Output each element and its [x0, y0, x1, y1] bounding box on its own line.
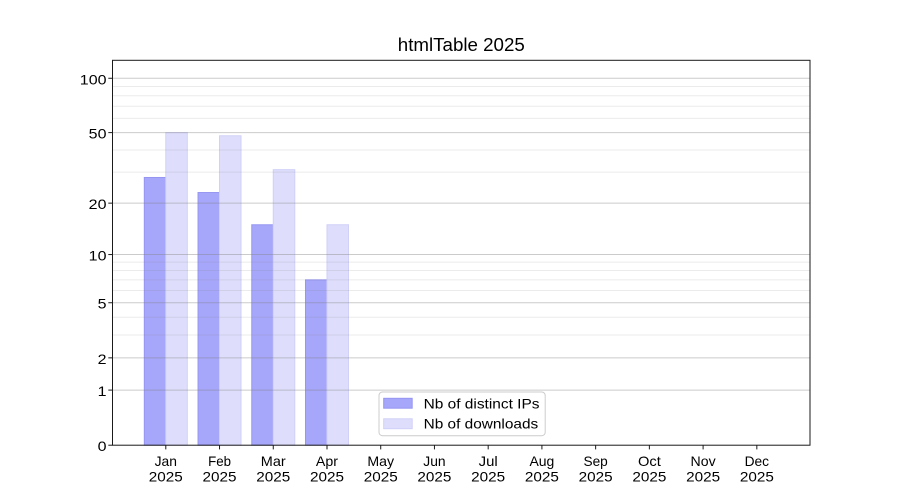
svg-text:Aug: Aug: [529, 453, 554, 469]
svg-text:May: May: [367, 453, 394, 469]
svg-text:100: 100: [80, 71, 107, 87]
svg-text:2025: 2025: [579, 469, 613, 485]
svg-text:2025: 2025: [471, 469, 505, 485]
svg-text:2025: 2025: [632, 469, 666, 485]
svg-text:Nb of downloads: Nb of downloads: [424, 416, 539, 432]
svg-text:2025: 2025: [525, 469, 559, 485]
svg-text:0: 0: [98, 438, 107, 454]
svg-text:50: 50: [89, 126, 107, 142]
svg-text:2025: 2025: [149, 469, 183, 485]
svg-text:2025: 2025: [256, 469, 290, 485]
svg-text:Jan: Jan: [155, 453, 177, 469]
svg-text:2025: 2025: [740, 469, 774, 485]
svg-text:2025: 2025: [686, 469, 720, 485]
svg-text:2: 2: [98, 351, 107, 367]
svg-text:Jul: Jul: [479, 453, 498, 469]
svg-text:Mar: Mar: [261, 453, 286, 469]
svg-text:Sep: Sep: [583, 453, 607, 469]
svg-text:20: 20: [89, 196, 107, 212]
svg-text:Feb: Feb: [208, 453, 231, 469]
svg-text:10: 10: [89, 248, 107, 264]
svg-text:1: 1: [98, 383, 107, 399]
svg-text:Nov: Nov: [691, 453, 716, 469]
svg-text:Jun: Jun: [423, 453, 445, 469]
svg-text:5: 5: [98, 296, 107, 312]
svg-text:2025: 2025: [310, 469, 344, 485]
svg-text:2025: 2025: [203, 469, 237, 485]
svg-text:Apr: Apr: [316, 453, 338, 469]
svg-text:htmlTable 2025: htmlTable 2025: [398, 34, 525, 55]
svg-text:2025: 2025: [417, 469, 451, 485]
svg-text:Dec: Dec: [745, 453, 770, 469]
svg-text:2025: 2025: [364, 469, 398, 485]
svg-text:Nb of distinct IPs: Nb of distinct IPs: [424, 395, 540, 411]
svg-text:Oct: Oct: [638, 453, 661, 469]
